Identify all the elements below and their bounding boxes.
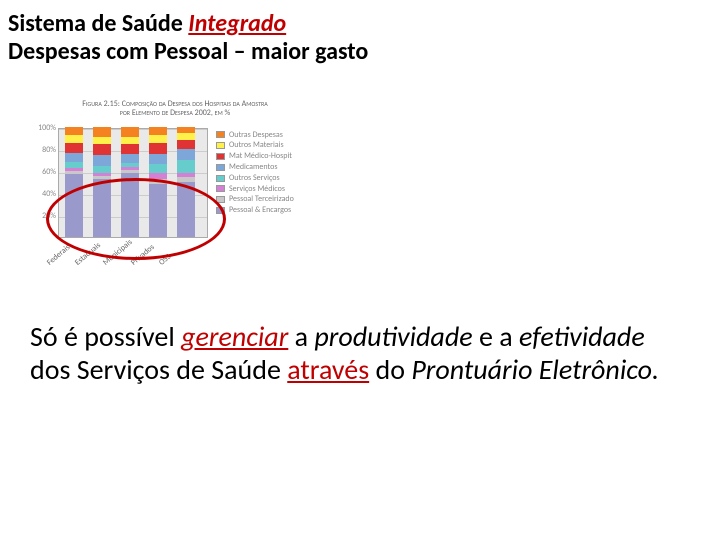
bar-segment bbox=[121, 173, 139, 237]
bar-segment bbox=[65, 162, 83, 169]
x-tick-label: Federais bbox=[45, 242, 72, 267]
legend-label: Pessoal Terceirizado bbox=[229, 194, 294, 205]
legend-swatch bbox=[216, 164, 225, 171]
bar-segment bbox=[121, 144, 139, 154]
legend-swatch bbox=[216, 142, 225, 149]
legend-label: Outras Despesas bbox=[229, 130, 283, 141]
bar-segment bbox=[93, 137, 111, 145]
p-part6: . bbox=[652, 352, 659, 387]
title-line1-emphasis: Integrado bbox=[188, 9, 286, 38]
bar-segment bbox=[149, 164, 167, 173]
bar-segment bbox=[65, 135, 83, 143]
legend-swatch bbox=[216, 131, 225, 138]
chart-legend: Outras DespesasOutros MateriaisMat Médic… bbox=[216, 130, 294, 216]
y-tick-label: 20% bbox=[32, 211, 56, 221]
bar-segment bbox=[177, 149, 195, 160]
bar-segment bbox=[149, 143, 167, 154]
bar-segment bbox=[65, 174, 83, 237]
composition-chart: Figura 2.15: Composição da Despesa dos H… bbox=[30, 100, 320, 292]
bar-segment bbox=[177, 133, 195, 140]
legend-label: Medicamentos bbox=[229, 162, 277, 173]
p-part3: e a bbox=[473, 319, 519, 354]
legend-item: Outros Materiais bbox=[216, 140, 294, 151]
legend-swatch bbox=[216, 153, 225, 160]
x-tick-label: Estaduais bbox=[73, 240, 103, 267]
legend-swatch bbox=[216, 185, 225, 192]
bar-segment bbox=[149, 135, 167, 143]
y-tick-label: 40% bbox=[32, 189, 56, 199]
bar-segment bbox=[65, 143, 83, 153]
legend-label: Mat Médico-Hospit bbox=[229, 151, 292, 162]
x-tick-label: Municipais bbox=[101, 237, 134, 267]
legend-label: Outros Materiais bbox=[229, 140, 284, 151]
plot-area bbox=[58, 128, 208, 238]
p-part2: a bbox=[288, 319, 314, 354]
p-atraves: através bbox=[287, 352, 369, 387]
bar-segment bbox=[149, 127, 167, 136]
y-tick-label: 100% bbox=[32, 123, 56, 133]
legend-item: Serviços Médicos bbox=[216, 184, 294, 195]
bar-segment bbox=[177, 160, 195, 173]
bar-segment bbox=[93, 144, 111, 155]
bar bbox=[65, 127, 83, 237]
bar-segment bbox=[177, 127, 195, 134]
y-tick-label: 60% bbox=[32, 167, 56, 177]
bar-segment bbox=[121, 127, 139, 137]
bar-segment bbox=[65, 153, 83, 162]
bar-segment bbox=[121, 137, 139, 145]
chart-caption: Figura 2.15: Composição da Despesa dos H… bbox=[30, 100, 320, 118]
legend-item: Outras Despesas bbox=[216, 130, 294, 141]
slide-title: Sistema de Saúde Integrado Despesas com … bbox=[8, 10, 368, 65]
legend-label: Serviços Médicos bbox=[229, 184, 285, 195]
y-tick-label: 80% bbox=[32, 145, 56, 155]
chart-body: 20% 40% 60% 80% 100% FederaisEstaduaisMunici… bbox=[30, 122, 320, 292]
bar bbox=[177, 127, 195, 237]
bar-segment bbox=[93, 179, 111, 236]
bar bbox=[149, 127, 167, 237]
x-tick-label: OSS bbox=[157, 251, 173, 267]
legend-item: Outros Serviços bbox=[216, 173, 294, 184]
body-paragraph: Só é possível gerenciar a produtividade … bbox=[30, 320, 690, 386]
bar-segment bbox=[149, 184, 167, 237]
bar-segment bbox=[121, 154, 139, 163]
p-part1: Só é possível bbox=[30, 319, 181, 354]
bar bbox=[121, 127, 139, 237]
p-efetividade: efetividade bbox=[519, 319, 645, 354]
title-line2: Despesas com Pessoal – maior gasto bbox=[8, 38, 368, 66]
bar-segment bbox=[177, 140, 195, 149]
bar-segment bbox=[149, 173, 167, 180]
p-produtividade: produtividade bbox=[314, 319, 472, 354]
p-prontuario: Prontuário Eletrônico bbox=[411, 352, 652, 387]
legend-item: Medicamentos bbox=[216, 162, 294, 173]
legend-swatch bbox=[216, 196, 225, 203]
title-line1-plain: Sistema de Saúde bbox=[8, 9, 188, 38]
bar-segment bbox=[93, 155, 111, 166]
legend-swatch bbox=[216, 207, 225, 214]
legend-item: Mat Médico-Hospit bbox=[216, 151, 294, 162]
p-part5: do bbox=[369, 352, 411, 387]
legend-item: Pessoal Terceirizado bbox=[216, 194, 294, 205]
legend-label: Pessoal & Encargos bbox=[229, 205, 291, 216]
legend-swatch bbox=[216, 175, 225, 182]
p-gerenciar: gerenciar bbox=[181, 319, 288, 354]
bar-segment bbox=[149, 154, 167, 164]
legend-label: Outros Serviços bbox=[229, 173, 280, 184]
bar-segment bbox=[177, 182, 195, 237]
legend-item: Pessoal & Encargos bbox=[216, 205, 294, 216]
bar bbox=[93, 127, 111, 237]
bar-segment bbox=[93, 166, 111, 173]
bar-segment bbox=[65, 127, 83, 136]
chart-caption-line2: por Elemento de Despesa 2002, em % bbox=[30, 109, 320, 118]
bar-segment bbox=[93, 127, 111, 137]
p-part4: dos Serviços de Saúde bbox=[30, 352, 287, 387]
